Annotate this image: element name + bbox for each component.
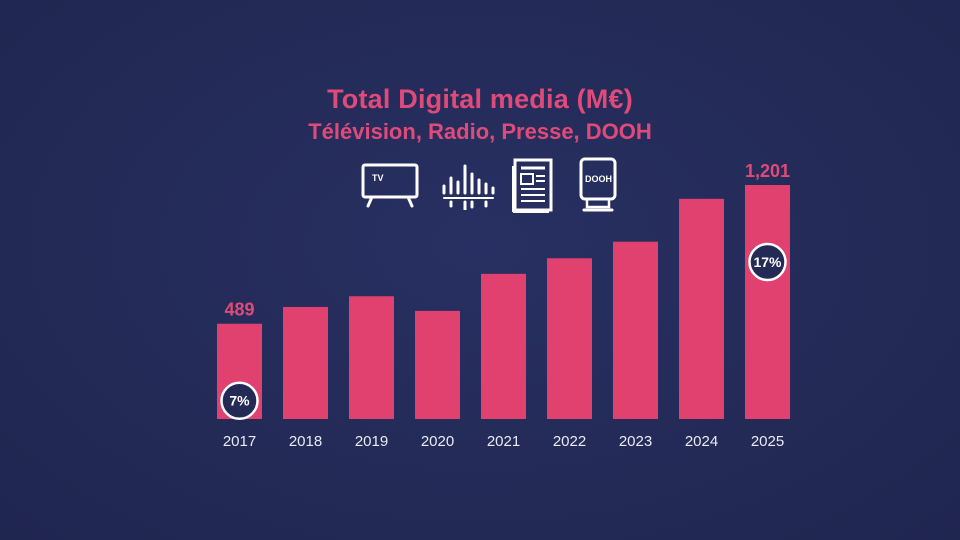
chart-title: Total Digital media (M€) <box>327 84 633 114</box>
percent-badge-circle <box>220 381 259 420</box>
tv-icon-label: TV <box>372 173 384 183</box>
x-tick-2022: 2022 <box>553 433 586 450</box>
x-tick-2021: 2021 <box>487 433 520 450</box>
bar-2022 <box>547 258 592 419</box>
tv-icon: TV <box>361 163 419 208</box>
radio-waveform-icon <box>442 164 495 210</box>
bar-2020 <box>415 310 460 419</box>
x-tick-2020: 2020 <box>421 433 454 450</box>
percent-badge-2017: 7% <box>220 381 259 420</box>
percent-badge-text: 17% <box>753 254 782 270</box>
chart-subtitle: Télévision, Radio, Presse, DOOH <box>308 119 652 144</box>
percent-badge-2025: 17% <box>748 242 787 282</box>
x-tick-2018: 2018 <box>289 433 322 450</box>
data-label-2017: 489 <box>224 300 254 320</box>
media-icons-row: TV <box>0 156 960 216</box>
bar-2025 <box>745 185 790 419</box>
x-tick-2024: 2024 <box>685 433 718 450</box>
newspaper-icon <box>512 158 553 213</box>
dooh-billboard-icon: DOOH <box>579 157 617 212</box>
bar-2023 <box>613 241 658 419</box>
percent-badge-text: 7% <box>229 393 250 409</box>
x-tick-2025: 2025 <box>751 433 784 450</box>
bar-2024 <box>679 198 724 419</box>
x-tick-2017: 2017 <box>223 433 256 450</box>
data-label-2025: 1,201 <box>745 161 790 181</box>
x-tick-2019: 2019 <box>355 433 388 450</box>
bar-2019 <box>349 296 394 419</box>
x-tick-2023: 2023 <box>619 433 652 450</box>
bar-2021 <box>481 273 526 419</box>
bar-2018 <box>283 306 328 419</box>
percent-badge-circle <box>748 242 787 282</box>
dooh-icon-label: DOOH <box>585 174 612 184</box>
